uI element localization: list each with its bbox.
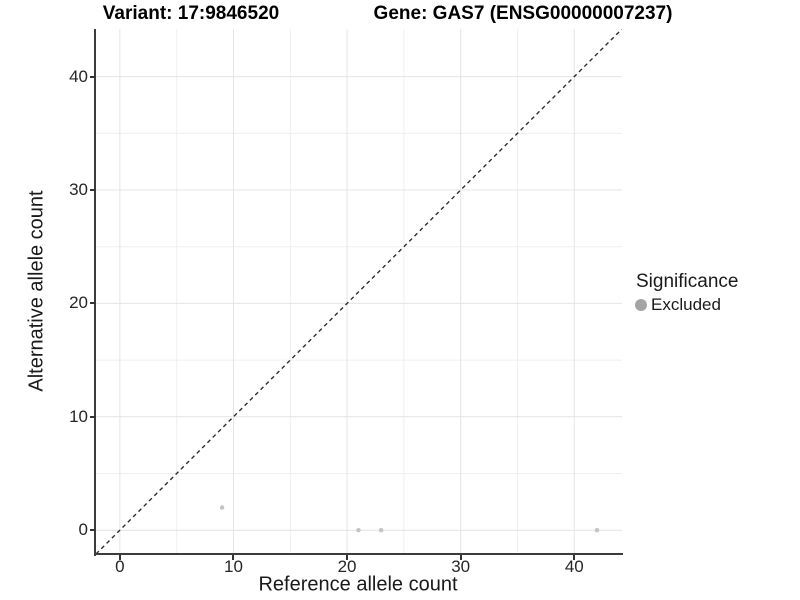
y-tick-label: 0: [78, 520, 88, 540]
x-tick-mark: [573, 555, 576, 560]
x-tick-mark: [459, 555, 462, 560]
y-axis-title: Alternative allele count: [25, 190, 48, 392]
x-axis-title: Reference allele count: [258, 573, 458, 596]
y-axis-line: [94, 29, 96, 556]
y-tick-mark: [90, 75, 95, 78]
data-point: [356, 527, 361, 533]
x-tick-label: 20: [337, 557, 357, 576]
y-tick-mark: [90, 302, 95, 305]
excluded-point-icon: [635, 299, 647, 311]
legend-item-label: Excluded: [651, 295, 721, 314]
plot-panel: [96, 29, 622, 554]
x-tick-label: 40: [564, 557, 584, 576]
x-tick-label: 30: [451, 557, 471, 576]
x-tick-mark: [232, 555, 235, 560]
data-point: [378, 527, 384, 533]
x-axis-line: [94, 553, 623, 555]
scatter-plot-canvas: [96, 29, 622, 554]
legend: Significance Excluded: [635, 271, 739, 315]
y-tick-label: 10: [69, 406, 88, 426]
y-tick-mark: [90, 189, 95, 191]
y-tick-label: 30: [69, 180, 88, 199]
y-tick-label: 40: [69, 66, 88, 86]
legend-title: Significance: [636, 271, 739, 292]
y-tick-mark: [90, 415, 95, 418]
variant-title: Variant: 17:9846520: [102, 3, 280, 24]
x-tick-label: 10: [223, 557, 243, 576]
y-tick-label: 20: [69, 293, 88, 313]
x-tick-mark: [118, 555, 121, 560]
y-tick-mark: [90, 529, 95, 532]
x-tick-label: 0: [115, 557, 125, 576]
data-point: [594, 527, 600, 533]
gene-title: Gene: GAS7 (ENSG00000007237): [373, 3, 673, 24]
x-tick-mark: [346, 555, 349, 560]
legend-item-excluded: Excluded: [635, 295, 738, 315]
data-point: [219, 505, 225, 510]
identity-dashed-line: [96, 29, 622, 554]
